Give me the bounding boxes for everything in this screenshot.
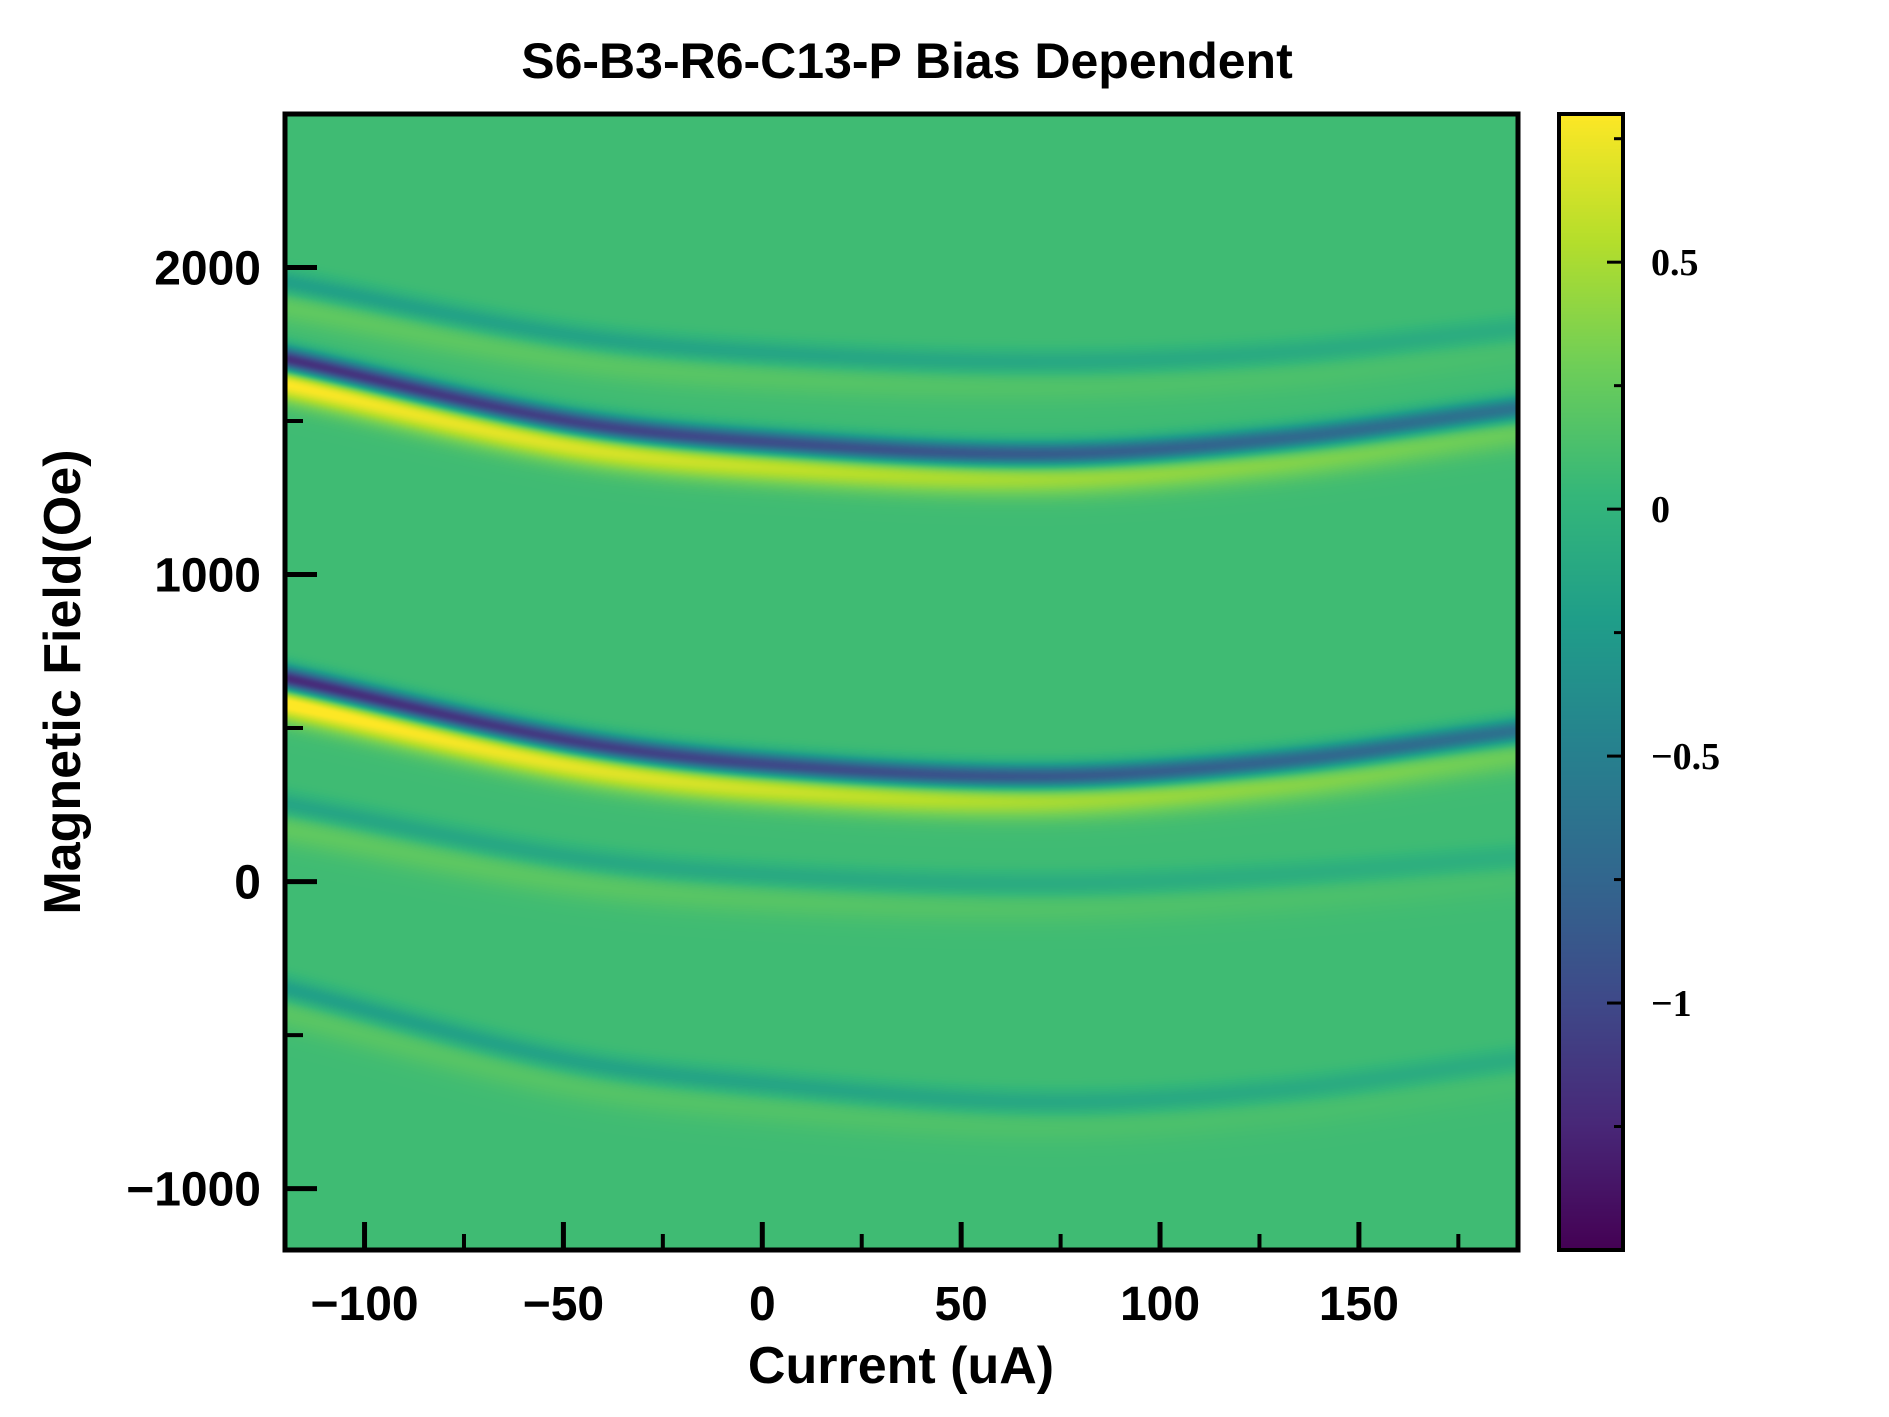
heatmap-plot-area — [282, 111, 1521, 1253]
y-axis-ticks: −1000 0 1000 2000 — [126, 243, 317, 1217]
plot-frame — [282, 111, 1521, 1253]
colorbar-tick-label: −0.5 — [1651, 736, 1720, 778]
colorbar-ticks: −1 −0.5 0 0.5 — [1607, 137, 1720, 1129]
x-tick-label: −50 — [523, 1278, 604, 1331]
x-tick-label: 150 — [1319, 1278, 1399, 1331]
colorbar-tick-label: 0 — [1651, 489, 1670, 531]
y-tick-label: 1000 — [154, 550, 261, 603]
x-tick-label: 50 — [934, 1278, 987, 1331]
colorbar: −1 −0.5 0 0.5 — [1557, 112, 1720, 1252]
heatmap-image — [285, 114, 1518, 1250]
x-axis-label: Current (uA) — [748, 1337, 1054, 1395]
y-tick-label: −1000 — [126, 1164, 261, 1217]
colorbar-tick-label: 0.5 — [1651, 242, 1699, 284]
y-tick-label: 0 — [234, 857, 261, 910]
x-tick-label: 0 — [749, 1278, 776, 1331]
chart-title: S6-B3-R6-C13-P Bias Dependent — [521, 33, 1293, 89]
x-tick-label: 100 — [1120, 1278, 1200, 1331]
y-axis-label: Magnetic Field(Oe) — [34, 449, 92, 914]
colorbar-tick-label: −1 — [1651, 983, 1692, 1025]
colorbar-frame — [1557, 112, 1625, 1252]
x-tick-label: −100 — [310, 1278, 418, 1331]
x-axis-ticks: −100 −50 0 50 100 150 — [310, 1222, 1461, 1331]
y-tick-label: 2000 — [154, 243, 261, 296]
colorbar-gradient — [1559, 114, 1623, 1250]
